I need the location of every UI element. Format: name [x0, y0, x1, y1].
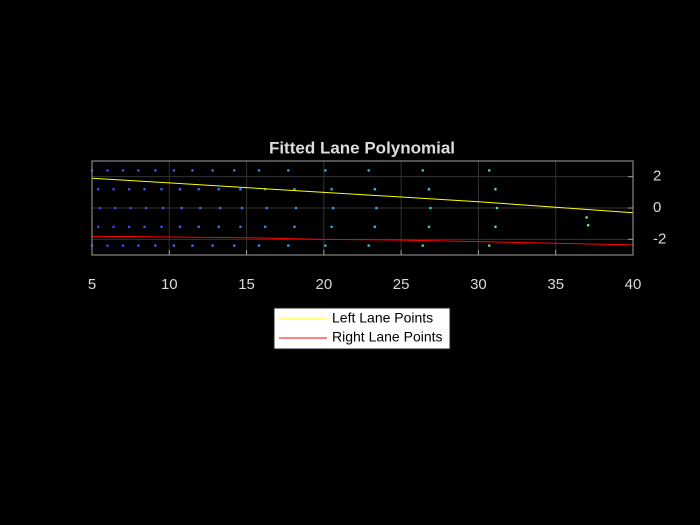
cloud-point — [324, 169, 327, 172]
x-tick-label: 40 — [625, 276, 642, 293]
cloud-point — [191, 244, 194, 247]
cloud-point — [144, 206, 148, 210]
cloud-point — [330, 225, 333, 229]
cloud-point — [178, 187, 182, 191]
legend-label: Right Lane Points — [332, 329, 443, 345]
legend-label: Left Lane Points — [332, 310, 433, 326]
x-tick-label: 10 — [161, 276, 178, 293]
cloud-point — [160, 225, 163, 229]
cloud-point — [487, 169, 491, 172]
cloud-point — [287, 169, 290, 172]
cloud-point — [421, 244, 425, 247]
cloud-point — [197, 225, 200, 229]
chart-title: Fitted Lane Polynomial — [269, 138, 455, 157]
cloud-point — [211, 169, 214, 172]
cloud-point — [137, 169, 140, 172]
cloud-point — [129, 206, 132, 210]
cloud-point — [257, 169, 261, 172]
cloud-point — [160, 187, 163, 191]
x-tick-label: 35 — [547, 276, 564, 293]
cloud-point — [239, 187, 242, 191]
cloud-point — [427, 225, 431, 229]
cloud-point — [172, 244, 176, 247]
cloud-point — [232, 169, 236, 172]
x-tick-label: 30 — [470, 276, 487, 293]
y-tick-label: -2 — [653, 230, 666, 247]
cloud-point — [218, 206, 222, 210]
cloud-point — [106, 244, 109, 247]
cloud-point — [217, 187, 221, 191]
cloud-point — [180, 206, 183, 210]
cloud-point — [143, 187, 146, 191]
cloud-point — [121, 244, 125, 247]
cloud-point — [331, 206, 335, 210]
cloud-point — [191, 169, 194, 172]
cloud-point — [367, 244, 370, 247]
cloud-point — [494, 225, 497, 229]
cloud-point — [293, 225, 296, 229]
cloud-point — [373, 187, 377, 191]
lane-line — [91, 177, 634, 214]
cloud-point — [494, 187, 497, 191]
x-tick-label: 15 — [238, 276, 255, 293]
cloud-point — [121, 169, 125, 172]
cloud-point — [154, 169, 157, 172]
cloud-point — [487, 244, 491, 247]
cloud-point — [96, 225, 100, 229]
lane-line — [91, 235, 634, 246]
cloud-point — [154, 244, 157, 247]
cloud-point — [232, 244, 236, 247]
cloud-point — [429, 206, 432, 210]
cloud-point — [495, 206, 499, 210]
cloud-point — [217, 225, 221, 229]
cloud-point — [294, 206, 298, 210]
cloud-point — [127, 187, 131, 191]
cloud-point — [421, 169, 425, 172]
cloud-point — [143, 225, 146, 229]
cloud-point — [112, 225, 115, 229]
cloud-point — [263, 225, 267, 229]
cloud-point — [265, 206, 268, 210]
cloud-point — [287, 244, 290, 247]
x-tick-label: 25 — [393, 276, 410, 293]
cloud-point — [293, 187, 296, 191]
cloud-point — [257, 244, 261, 247]
cloud-point — [198, 206, 202, 210]
cloud-point — [197, 187, 200, 191]
cloud-point — [178, 225, 182, 229]
cloud-point — [240, 206, 244, 210]
y-tick-label: 0 — [653, 199, 661, 216]
cloud-point — [375, 206, 378, 210]
cloud-point — [106, 169, 109, 172]
cloud-point — [96, 187, 100, 191]
cloud-point — [585, 216, 588, 219]
cloud-point — [330, 187, 333, 191]
cloud-point — [161, 206, 165, 210]
cloud-point — [137, 244, 140, 247]
cloud-point — [324, 244, 327, 247]
cloud-point — [127, 225, 131, 229]
cloud-point — [112, 187, 115, 191]
cloud-point — [367, 169, 370, 172]
cloud-point — [586, 223, 590, 227]
legend: Left Lane Points Right Lane Points — [273, 307, 451, 350]
y-tick-label: 2 — [653, 168, 661, 185]
legend-box — [273, 307, 451, 350]
cloud-point — [427, 187, 431, 191]
cloud-point — [172, 169, 176, 172]
x-tick-label: 5 — [88, 276, 96, 293]
cloud-point — [211, 244, 214, 247]
cloud-point — [373, 225, 377, 229]
cloud-point — [98, 206, 102, 210]
cloud-point — [113, 206, 117, 210]
x-tick-label: 20 — [316, 276, 333, 293]
cloud-point — [239, 225, 242, 229]
